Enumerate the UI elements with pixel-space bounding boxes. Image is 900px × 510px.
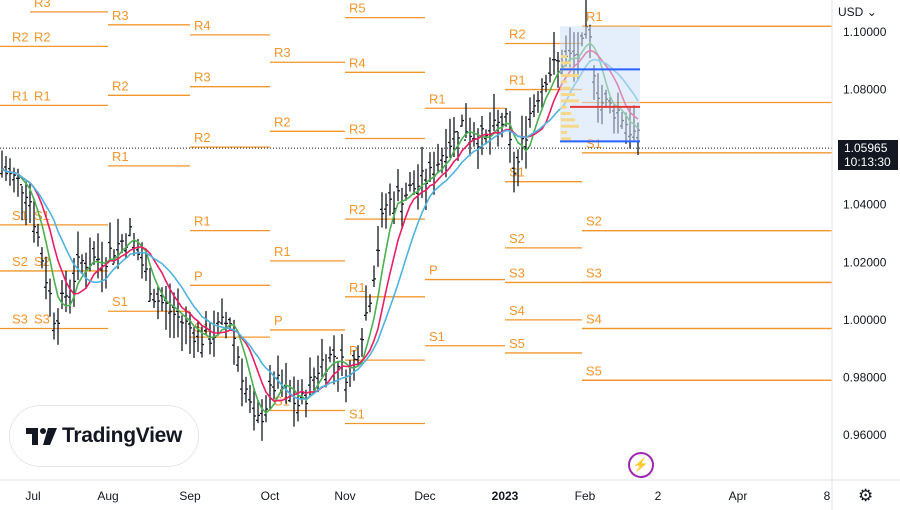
y-tick-label: 1.02000 xyxy=(843,255,887,269)
volume-profile-bar xyxy=(561,93,575,97)
volume-profile-bar xyxy=(561,74,579,78)
pivot-label-r4: R4 xyxy=(349,55,366,70)
volume-profile-zone xyxy=(560,26,640,142)
volume-profile-bar xyxy=(561,99,579,103)
volume-profile-bar xyxy=(561,61,571,65)
pivot-label-p: P xyxy=(349,343,358,358)
pivot-label-s4: S4 xyxy=(586,311,602,326)
ma-fast-line xyxy=(1,41,639,414)
chevron-down-icon: ⌄ xyxy=(866,5,877,19)
y-tick-label: 0.96000 xyxy=(843,428,887,442)
y-tick-label: 1.08000 xyxy=(843,83,887,97)
pivot-label-s2: S2 xyxy=(509,231,525,246)
tradingview-logo[interactable]: TradingView xyxy=(10,406,198,466)
pivot-label-r5: R5 xyxy=(349,1,366,16)
x-tick-label: Sep xyxy=(179,489,201,503)
bar-countdown: 10:13:30 xyxy=(844,155,891,169)
pivot-label-r3: R3 xyxy=(34,0,51,10)
currency-selector[interactable]: USD ⌄ xyxy=(838,5,877,19)
pivot-label-r2: R2 xyxy=(349,202,366,217)
pivot-label-r2: R2 xyxy=(194,130,211,145)
x-tick-label: Dec xyxy=(414,489,435,503)
ma-slow-line xyxy=(1,58,639,400)
x-tick-label: 8 xyxy=(824,489,831,503)
x-tick-label: 2023 xyxy=(492,489,519,503)
volume-profile-bar xyxy=(561,131,567,135)
y-tick-label: 1.00000 xyxy=(843,313,887,327)
pivot-label-s5: S5 xyxy=(509,336,525,351)
x-tick-label: 2 xyxy=(655,489,662,503)
gear-icon[interactable]: ⚙ xyxy=(858,486,874,505)
pivot-label-r3: R3 xyxy=(274,45,291,60)
pivot-label-r1: R1 xyxy=(12,88,29,103)
pivot-label-r2: R2 xyxy=(34,29,51,44)
x-tick-label: Aug xyxy=(97,489,118,503)
pivot-label-s3: S3 xyxy=(34,311,50,326)
volume-profile-bar xyxy=(561,86,571,90)
x-tick-label: Feb xyxy=(575,489,596,503)
pivot-label-r2: R2 xyxy=(112,78,129,93)
pivot-label-r2: R2 xyxy=(509,27,526,42)
pivot-label-s1: S1 xyxy=(12,208,28,223)
x-tick-label: Apr xyxy=(729,489,748,503)
y-tick-label: 1.04000 xyxy=(843,198,887,212)
pivot-label-s1: S1 xyxy=(112,294,128,309)
pivot-label-r4: R4 xyxy=(194,18,211,33)
pivot-label-s2: S2 xyxy=(12,254,28,269)
pivot-label-p: P xyxy=(194,268,203,283)
pivot-label-s5: S5 xyxy=(586,363,602,378)
volume-profile-bar xyxy=(561,55,567,59)
pivot-label-s3: S3 xyxy=(509,265,525,280)
pivot-label-s3: S3 xyxy=(586,265,602,280)
brand-name: TradingView xyxy=(62,424,183,447)
pivot-label-s3: S3 xyxy=(12,311,28,326)
x-tick-label: Jul xyxy=(25,489,40,503)
pivot-label-r1: R1 xyxy=(112,149,129,164)
last-price-label: 1.05965 10:13:30 xyxy=(838,140,898,170)
pivot-label-r1: R1 xyxy=(274,244,291,259)
pivot-label-r1: R1 xyxy=(429,91,446,106)
pivot-label-r3: R3 xyxy=(349,122,366,137)
pivot-label-r3: R3 xyxy=(194,70,211,85)
last-price-value: 1.05965 xyxy=(844,141,888,155)
volume-profile-bar xyxy=(561,105,567,109)
pivot-label-p: P xyxy=(429,263,438,278)
x-tick-label: Oct xyxy=(261,489,280,503)
plot-area[interactable] xyxy=(0,0,832,480)
pivot-label-r1: R1 xyxy=(34,88,51,103)
pivot-label-r3: R3 xyxy=(112,8,129,23)
y-tick-label: 0.98000 xyxy=(843,370,887,384)
pivot-label-r1: R1 xyxy=(586,9,603,24)
pivot-label-s1: S1 xyxy=(349,406,365,421)
pivot-label-s1: S1 xyxy=(509,165,525,180)
lightning-icon[interactable]: ⚡ xyxy=(628,452,654,478)
pivot-label-r1: R1 xyxy=(349,280,366,295)
volume-profile-bar xyxy=(561,112,571,116)
pivot-label-r1: R1 xyxy=(509,73,526,88)
pivot-label-s4: S4 xyxy=(509,303,525,318)
pivot-label-s1: S1 xyxy=(429,329,445,344)
y-tick-label: 1.10000 xyxy=(843,25,887,39)
volume-profile-bar xyxy=(561,118,575,122)
pivot-label-r1: R1 xyxy=(194,214,211,229)
pivot-label-p: P xyxy=(274,313,283,328)
currency-label: USD xyxy=(838,5,864,19)
volume-profile-bar xyxy=(561,124,579,128)
volume-profile-bar xyxy=(561,80,567,84)
pivot-label-r2: R2 xyxy=(274,114,291,129)
x-tick-label: Nov xyxy=(334,489,355,503)
tradingview-logo-icon xyxy=(26,428,57,445)
volume-profile-bar xyxy=(561,137,571,141)
pivot-label-r2: R2 xyxy=(12,29,29,44)
pivot-label-s2: S2 xyxy=(586,214,602,229)
